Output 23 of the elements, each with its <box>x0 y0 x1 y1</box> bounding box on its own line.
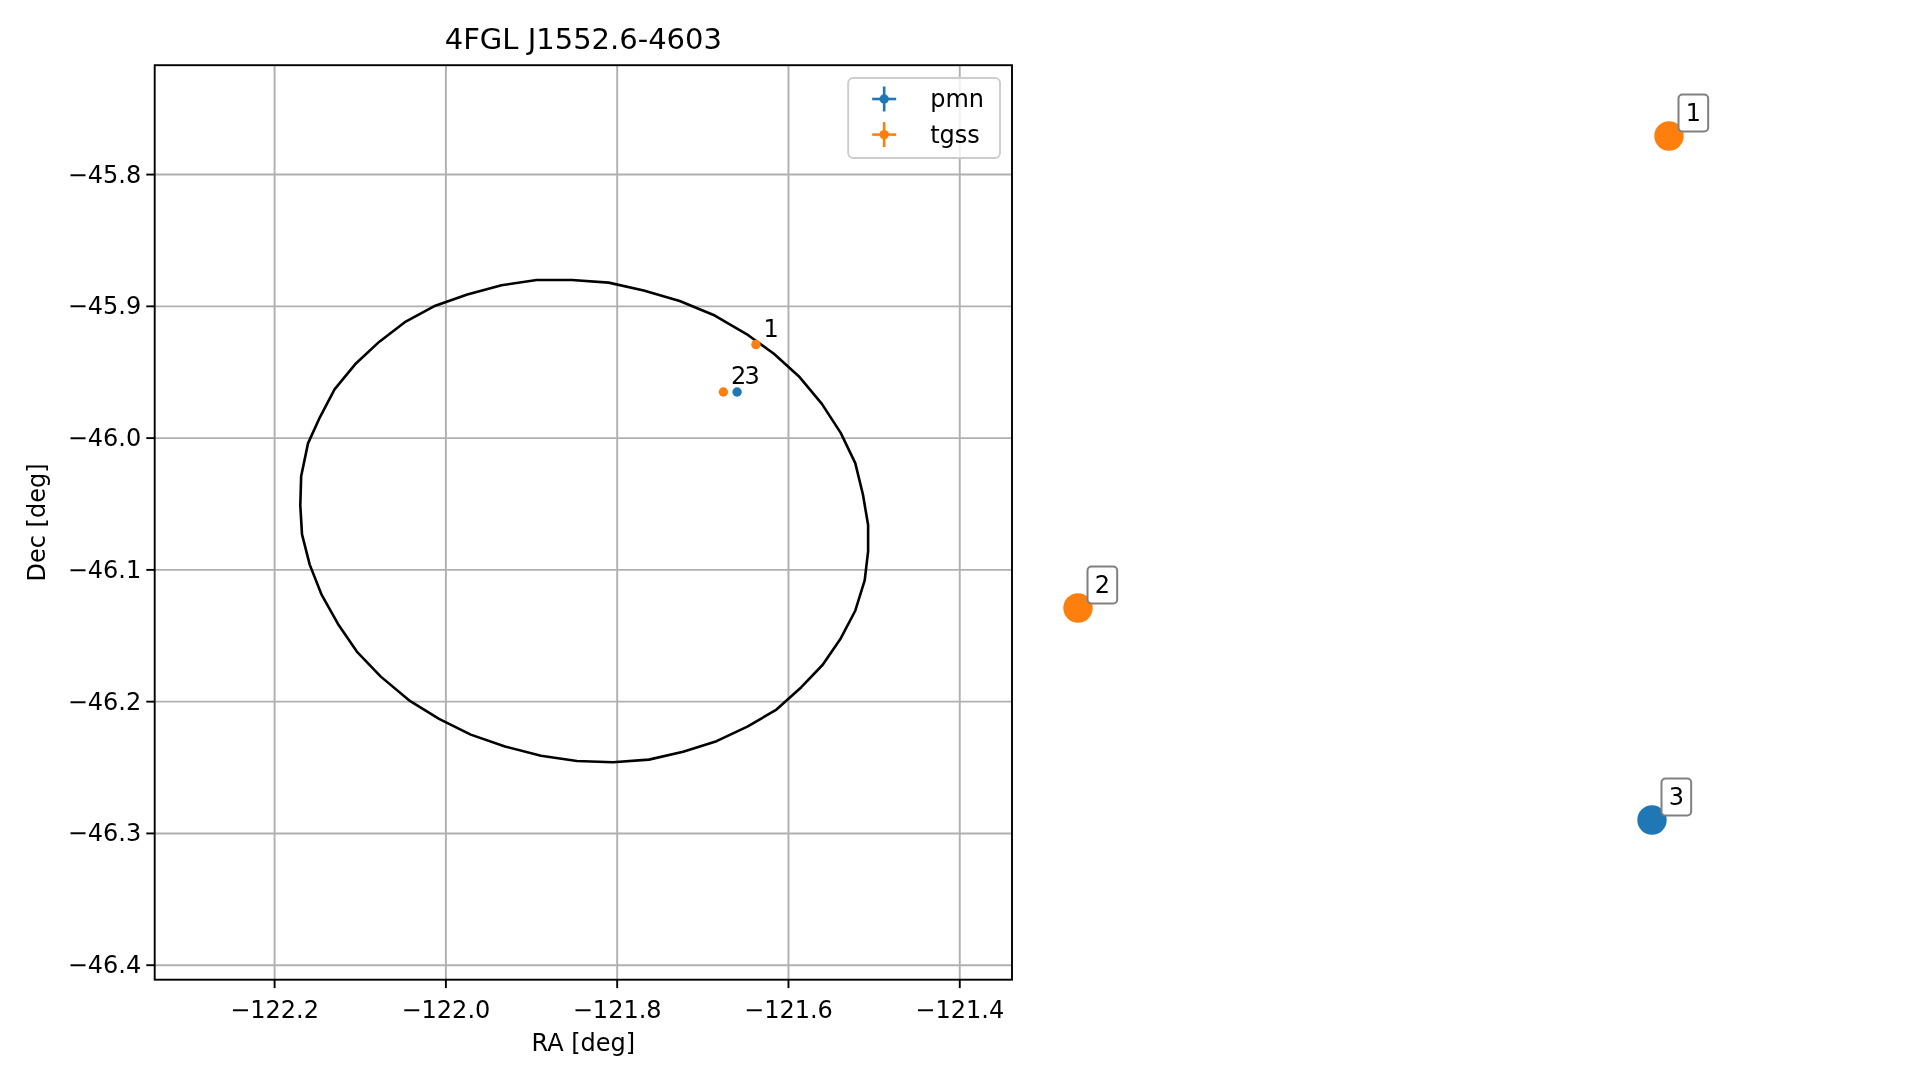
y-axis-title: Dec [deg] <box>22 463 51 582</box>
annotation: 1 <box>763 314 779 343</box>
x-tick-label: −122.2 <box>230 996 320 1024</box>
category-label: 2 <box>1094 571 1110 599</box>
y-tick-label: −46.3 <box>67 819 142 848</box>
y-tick-label: −45.8 <box>67 160 142 189</box>
x-tick-label: −122.0 <box>401 996 491 1024</box>
y-tick-label: −46.0 <box>67 424 142 453</box>
y-tick-label: −46.1 <box>67 555 142 584</box>
y-tick-label: −46.4 <box>67 951 142 980</box>
annotation: 2 <box>730 362 747 390</box>
chart-title: 4FGL J1552.6-4603 <box>444 22 722 57</box>
x-axis-title: RA [deg] <box>531 1028 636 1057</box>
category-label: 3 <box>1668 783 1684 811</box>
x-tick-label: −121.6 <box>744 996 833 1024</box>
category-label: 1 <box>1685 99 1701 127</box>
legend-label: tgss <box>930 120 980 149</box>
y-tick-label: −46.2 <box>67 687 142 716</box>
y-tick-label: −45.9 <box>67 292 142 321</box>
x-tick-label: −121.4 <box>915 996 1005 1024</box>
x-tick-label: −121.8 <box>572 996 662 1024</box>
annotation: 3 <box>744 362 760 390</box>
legend-label: pmn <box>930 85 984 113</box>
